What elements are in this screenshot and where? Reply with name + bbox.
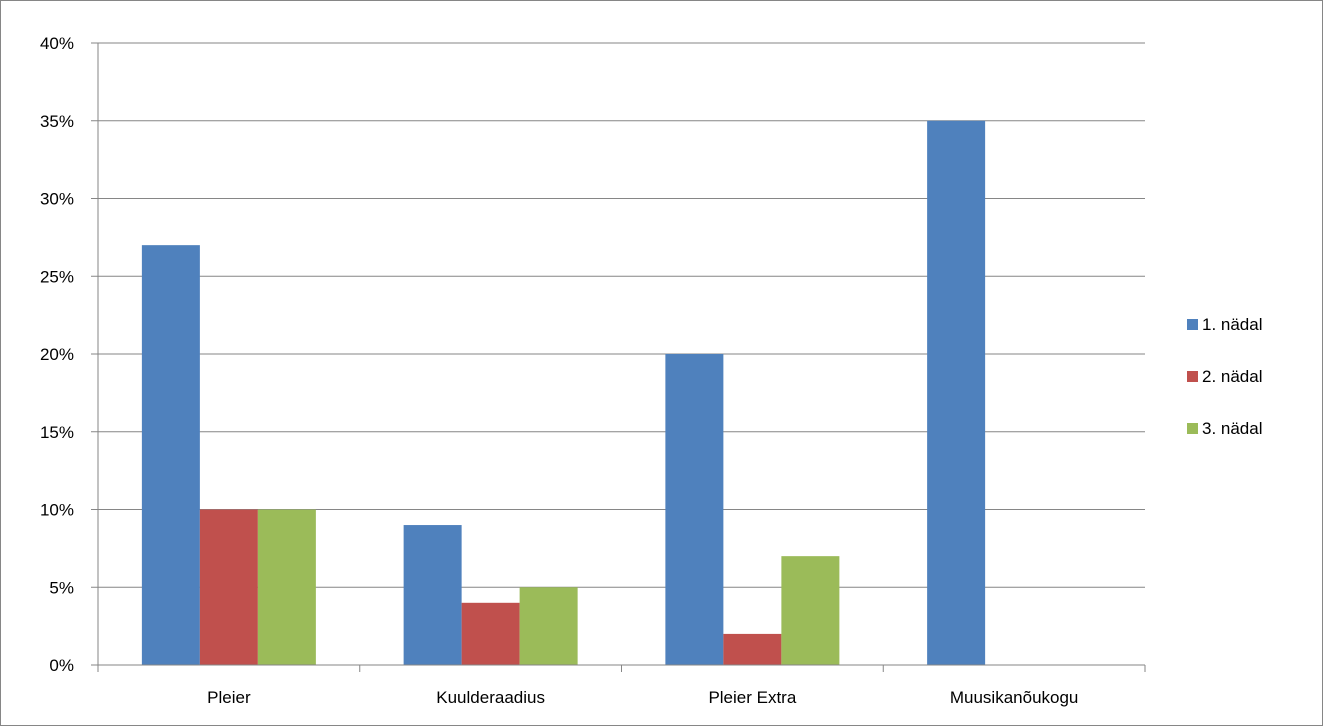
y-tick-label: 0% bbox=[49, 656, 74, 675]
x-tick-label: Pleier bbox=[207, 688, 251, 707]
bar bbox=[781, 556, 840, 665]
gridlines bbox=[98, 42, 1145, 588]
bar bbox=[403, 525, 462, 665]
legend-swatch bbox=[1187, 371, 1198, 382]
y-tick-label: 15% bbox=[40, 423, 74, 442]
y-tick-label: 35% bbox=[40, 112, 74, 131]
bar bbox=[257, 509, 316, 665]
bar bbox=[519, 587, 578, 665]
legend-label: 2. nädal bbox=[1202, 367, 1263, 386]
bar bbox=[927, 120, 986, 665]
x-tick-label: Muusikanõukogu bbox=[950, 688, 1079, 707]
bar bbox=[461, 602, 520, 665]
legend-label: 1. nädal bbox=[1202, 315, 1263, 334]
legend-swatch bbox=[1187, 319, 1198, 330]
axes: 0% 5% 10% 15% 20% 25% 30% 35% 40% Pleier Kuulderaa… bbox=[40, 34, 1146, 707]
legend: 1. nädal 2. nädal 3. nädal bbox=[1187, 315, 1263, 438]
x-tick-label: Pleier Extra bbox=[708, 688, 796, 707]
bar bbox=[665, 354, 724, 665]
y-tick-label: 20% bbox=[40, 345, 74, 364]
bar bbox=[723, 633, 782, 665]
y-tick-label: 25% bbox=[40, 267, 74, 286]
x-tick-label: Kuulderaadius bbox=[436, 688, 545, 707]
bar bbox=[199, 509, 258, 665]
legend-label: 3. nädal bbox=[1202, 419, 1263, 438]
legend-swatch bbox=[1187, 423, 1198, 434]
y-tick-label: 30% bbox=[40, 190, 74, 209]
y-tick-label: 5% bbox=[49, 578, 74, 597]
bar bbox=[141, 245, 200, 665]
bars bbox=[141, 120, 986, 665]
y-tick-label: 10% bbox=[40, 501, 74, 520]
y-tick-label: 40% bbox=[40, 34, 74, 53]
